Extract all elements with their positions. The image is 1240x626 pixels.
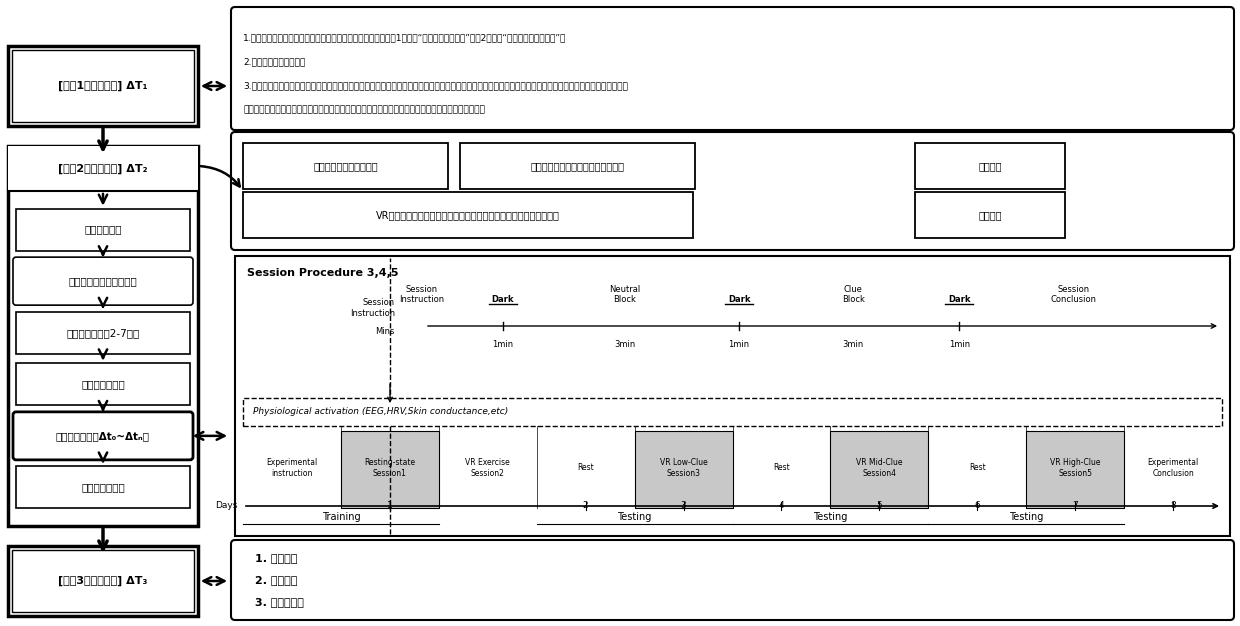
Text: 2. 被试访谈: 2. 被试访谈: [255, 575, 298, 585]
Text: 核心实验执行（Δt₀~Δtₙ）: 核心实验执行（Δt₀~Δtₙ）: [56, 431, 150, 441]
Text: 8: 8: [1171, 501, 1176, 510]
Bar: [243, 398, 1221, 426]
Text: Rest: Rest: [968, 463, 986, 473]
Text: Dark: Dark: [947, 295, 971, 304]
Bar: [243, 192, 693, 238]
Text: 6: 6: [975, 501, 980, 510]
Bar: [915, 192, 1065, 238]
Text: 7: 7: [1073, 501, 1078, 510]
Text: 1.实验时间计划及材料准备，对虚拟现实材料进行质量测试：（1）运行“物体材料质量测试”；（2）运行“场景材料传场感测试”。: 1.实验时间计划及材料准备，对虚拟现实材料进行质量测试：（1）运行“物体材料质量…: [243, 33, 567, 42]
Text: Rest: Rest: [773, 463, 790, 473]
Bar: [12, 50, 193, 122]
FancyBboxPatch shape: [12, 257, 193, 305]
Bar: [1027, 431, 1125, 508]
FancyBboxPatch shape: [231, 132, 1234, 250]
Text: 第上头盔（类似在现实空间上双眼）的人身安全，以及致临全部活动过程的空间布局方位合理性感受。: 第上头盔（类似在现实空间上双眼）的人身安全，以及致临全部活动过程的空间布局方位合…: [243, 105, 485, 114]
Bar: [236, 256, 1230, 536]
Bar: [7, 546, 198, 616]
Text: 5: 5: [877, 501, 882, 510]
Bar: [635, 431, 733, 508]
Text: Rest: Rest: [578, 463, 594, 473]
Text: Testing: Testing: [813, 512, 848, 522]
Text: Training: Training: [321, 512, 360, 522]
Text: Testing: Testing: [618, 512, 652, 522]
Text: [阶段1：实验准备] ΔT₁: [阶段1：实验准备] ΔT₁: [58, 81, 148, 91]
Text: Session Procedure 3,4,5: Session Procedure 3,4,5: [247, 268, 398, 278]
Text: Session
Conclusion: Session Conclusion: [1050, 285, 1096, 304]
Text: 1. 测后问卷: 1. 测后问卷: [255, 553, 298, 563]
Bar: [460, 143, 694, 189]
Text: Mins: Mins: [376, 327, 396, 336]
Bar: [7, 46, 198, 126]
Text: 休息数日（建议2-7日）: 休息数日（建议2-7日）: [67, 328, 140, 337]
Text: Neutral
Block: Neutral Block: [609, 285, 641, 304]
Bar: [831, 431, 929, 508]
Text: Dark: Dark: [491, 295, 515, 304]
Text: 1min: 1min: [949, 340, 970, 349]
Text: Physiological activation (EEG,HRV,Skin conductance,etc): Physiological activation (EEG,HRV,Skin c…: [253, 408, 508, 416]
Text: Session
Instruction: Session Instruction: [350, 299, 396, 318]
Text: 1: 1: [387, 501, 393, 510]
Text: 3: 3: [681, 501, 687, 510]
Text: Dark: Dark: [728, 295, 750, 304]
Text: 实验总指导语: 实验总指导语: [84, 225, 122, 235]
Bar: [243, 143, 448, 189]
Bar: [12, 550, 193, 612]
FancyBboxPatch shape: [231, 540, 1234, 620]
Text: VR Exercise
Session2: VR Exercise Session2: [465, 458, 510, 478]
Text: VR Mid-Clue
Session4: VR Mid-Clue Session4: [856, 458, 903, 478]
Text: VR High-Clue
Session5: VR High-Clue Session5: [1050, 458, 1100, 478]
Text: Testing: Testing: [1009, 512, 1043, 522]
Text: 2: 2: [583, 501, 589, 510]
Bar: [16, 363, 190, 405]
Text: Session
Instruction: Session Instruction: [399, 285, 444, 304]
FancyBboxPatch shape: [12, 412, 193, 460]
Text: 被试分组: 被试分组: [978, 161, 1002, 171]
Bar: [16, 466, 190, 508]
Text: 静息或安静态生理数据采集（可选）: 静息或安静态生理数据采集（可选）: [531, 161, 625, 171]
Text: 1min: 1min: [729, 340, 750, 349]
Text: 核心实验指导语: 核心实验指导语: [81, 379, 125, 389]
Text: 3min: 3min: [615, 340, 636, 349]
Text: Clue
Block: Clue Block: [842, 285, 864, 304]
Text: 核心实验结束语: 核心实验结束语: [81, 483, 125, 493]
Bar: [16, 208, 190, 250]
Text: VR Low-Clue
Session3: VR Low-Clue Session3: [660, 458, 708, 478]
Text: 3min: 3min: [843, 340, 864, 349]
Text: Experimental
instruction: Experimental instruction: [267, 458, 317, 478]
Text: [阶段3：实验结束] ΔT₃: [阶段3：实验结束] ΔT₃: [58, 576, 148, 586]
Text: 练习答题: 练习答题: [978, 210, 1002, 220]
Text: Experimental
Conclusion: Experimental Conclusion: [1147, 458, 1199, 478]
Bar: [16, 312, 190, 354]
Text: 1min: 1min: [492, 340, 513, 349]
Text: 3.测试环境设置，包括场地、温度、光照、空气条件等，测试场地及设备摆放，要求与目标实验的虚拟场景被试者活动空间大小、方位，相一致匹配，确保被试在: 3.测试环境设置，包括场地、温度、光照、空气条件等，测试场地及设备摆放，要求与目…: [243, 81, 627, 90]
Text: VR操作练习（与正式测试场地区分，可选公用虚拟材料及练习场地）: VR操作练习（与正式测试场地区分，可选公用虚拟材料及练习场地）: [376, 210, 560, 220]
Bar: [915, 143, 1065, 189]
Text: 3. 实验结束语: 3. 实验结束语: [255, 597, 304, 607]
Text: Resting-state
Session1: Resting-state Session1: [365, 458, 415, 478]
Bar: [341, 431, 439, 508]
FancyBboxPatch shape: [231, 7, 1234, 130]
Text: 双方签署《知情同意书》: 双方签署《知情同意书》: [314, 161, 378, 171]
Text: 核心实验准备（准备室）: 核心实验准备（准备室）: [68, 276, 138, 286]
Bar: [7, 146, 198, 191]
Bar: [7, 146, 198, 526]
Text: Days: Days: [216, 501, 238, 510]
Text: 2.被试筛选，填写问卷。: 2.被试筛选，填写问卷。: [243, 57, 305, 66]
Text: [阶段2：正式实验] ΔT₂: [阶段2：正式实验] ΔT₂: [58, 163, 148, 173]
Text: 4: 4: [779, 501, 784, 510]
